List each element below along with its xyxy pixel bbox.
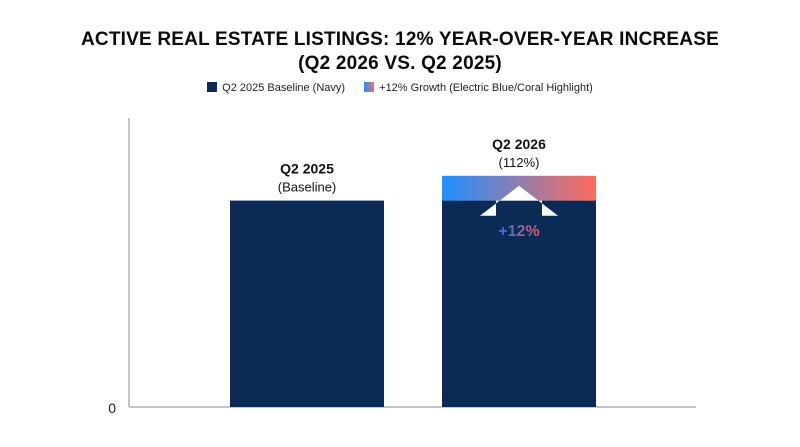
category-label-1: Q2 2025 — [280, 161, 334, 177]
category-sublabel-2: (112%) — [499, 155, 540, 170]
growth-arrow-icon — [480, 185, 558, 216]
category-sublabel-1: (Baseline) — [278, 180, 337, 195]
legend-swatch-baseline — [207, 82, 218, 93]
legend-swatch-growth — [364, 82, 375, 93]
legend-label-growth: +12% Growth (Electric Blue/Coral Highlig… — [379, 82, 593, 95]
legend-label-baseline: Q2 2025 Baseline (Navy) — [222, 82, 346, 95]
legend-item-baseline: Q2 2025 Baseline (Navy) — [207, 82, 345, 94]
category-label-2: Q2 2026 — [492, 136, 546, 152]
legend-item-growth: +12% Growth (Electric Blue/Coral Highlig… — [364, 82, 593, 94]
chart-title: ACTIVE REAL ESTATE LISTINGS: 12% YEAR-OV… — [0, 28, 800, 76]
bar-baseline-2 — [442, 200, 596, 407]
chart-title-line-1: ACTIVE REAL ESTATE LISTINGS: 12% YEAR-OV… — [81, 29, 719, 50]
bar-baseline-1 — [230, 200, 384, 407]
chart-title-line-2: (Q2 2026 VS. Q2 2025) — [298, 53, 502, 74]
chart-legend: Q2 2025 Baseline (Navy) +12% Growth (Ele… — [0, 82, 800, 94]
growth-label: +12% — [498, 223, 539, 240]
y-tick-label-0: 0 — [108, 400, 116, 416]
